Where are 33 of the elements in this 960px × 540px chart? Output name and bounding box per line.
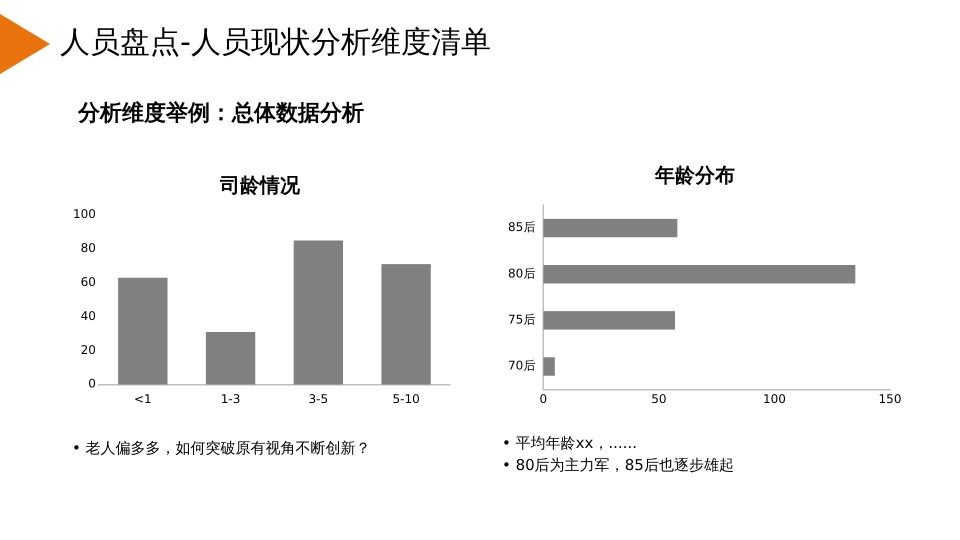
text: • 80后为主力军，85后也逐步雄起	[502, 455, 735, 476]
y-tick-label: 60	[80, 274, 96, 289]
y-tick-label: 75后	[508, 312, 536, 326]
x-tick-label: <1	[134, 392, 152, 406]
x-tick-label: 5-10	[392, 392, 420, 406]
text: 分析维度举例：总体数据分析	[78, 100, 364, 128]
text: • 平均年龄xx，......	[502, 433, 638, 454]
x-tick-label: 0	[539, 392, 548, 406]
y-tick-label: 100	[73, 207, 96, 222]
y-tick-label: 80后	[508, 266, 536, 280]
bar	[543, 218, 678, 238]
text: • 老人偏多多，如何突破原有视角不断创新？	[72, 438, 372, 459]
y-tick-label: 0	[88, 376, 96, 391]
x-tick-label: 100	[762, 392, 786, 406]
y-tick-label: 85后	[508, 220, 536, 234]
bar	[543, 311, 676, 330]
bar	[206, 332, 256, 385]
x-tick-label: 150	[878, 392, 902, 406]
bar	[118, 278, 168, 385]
y-tick-label: 70后	[508, 358, 536, 373]
text: 人员盘点-人员现状分析维度清单	[60, 24, 491, 62]
y-tick-label: 20	[80, 342, 96, 357]
y-tick-label: 80	[80, 241, 96, 256]
chart-title: 司龄情况	[219, 173, 301, 198]
x-tick-label: 50	[651, 392, 666, 406]
bar	[294, 240, 344, 385]
x-tick-label: 3-5	[308, 392, 328, 406]
bar	[543, 357, 555, 376]
x-tick-label: 1-3	[220, 392, 240, 406]
bar	[543, 264, 856, 284]
bar	[381, 264, 431, 385]
y-tick-label: 40	[80, 308, 96, 323]
chart-title: 年龄分布	[654, 163, 735, 188]
